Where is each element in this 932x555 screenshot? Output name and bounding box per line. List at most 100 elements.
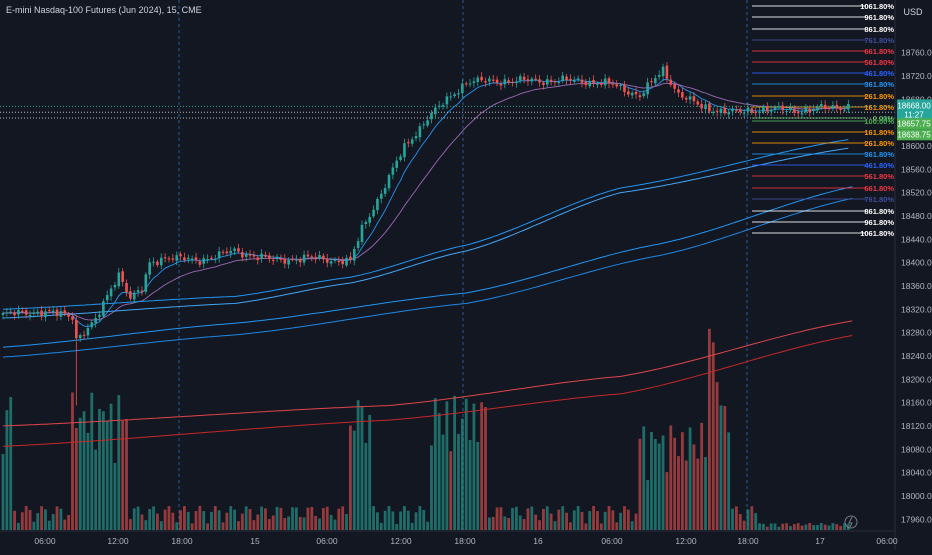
fib-level-label: 861.80% <box>864 25 894 34</box>
volume-bar <box>383 510 387 530</box>
time-tick-label: 06:00 <box>876 536 898 546</box>
volume-bar <box>673 437 677 530</box>
volume-bar <box>487 517 491 530</box>
fibonacci-extension[interactable]: 1061.80% 961.80% 861.80% 761.80% 661.80% 561.… <box>0 2 895 238</box>
volume-bar <box>472 403 476 530</box>
candle-body <box>51 310 55 312</box>
candle-body <box>349 256 352 260</box>
candle-body <box>480 76 483 81</box>
volume-bar <box>507 518 511 530</box>
candle-body <box>634 91 638 95</box>
fib-level-label: 461.80% <box>864 161 894 170</box>
fib-level-label: 0.00% <box>873 114 895 123</box>
volume-bar <box>843 523 846 530</box>
volume-bar <box>240 513 244 530</box>
volume-bar <box>522 519 526 530</box>
candle-body <box>233 248 236 252</box>
candle-body <box>688 96 692 100</box>
candle-body <box>252 254 256 257</box>
volume-bar <box>5 410 9 530</box>
volume-bar <box>418 506 422 530</box>
volume-bar <box>642 426 646 530</box>
volume-bar <box>379 522 383 530</box>
candle-body <box>387 175 391 189</box>
volume-bar <box>206 523 209 530</box>
candle-body <box>383 188 387 194</box>
volume-bar <box>78 417 82 530</box>
candle-body <box>785 111 788 113</box>
volume-bar <box>831 523 835 530</box>
volume-bar <box>144 520 148 530</box>
fib-level-label: 761.80% <box>864 195 894 204</box>
volume-bar <box>460 418 464 530</box>
volume-bar <box>735 506 738 530</box>
candle-body <box>781 105 785 111</box>
volume-bar <box>514 506 518 530</box>
volume-bar <box>619 512 622 530</box>
candle-body <box>418 126 422 138</box>
candle-body <box>82 334 86 336</box>
time-axis[interactable]: 06:00 12:00 18:00 15 06:00 12:00 18:00 16 06:00 1… <box>0 530 898 546</box>
volume-bar <box>132 508 136 530</box>
volume-bar <box>692 444 696 530</box>
volume-bar <box>395 523 399 530</box>
volume-bar <box>125 419 128 530</box>
candle-body <box>264 254 267 257</box>
candle-body <box>221 251 225 253</box>
candle-body <box>121 271 124 282</box>
price-tick-label: 17960.00 <box>901 514 932 524</box>
candle-body <box>314 257 317 260</box>
volume-bar <box>819 523 823 530</box>
volume-bar <box>588 511 592 530</box>
candle-body <box>210 258 213 260</box>
time-tick-label: 06:00 <box>316 536 338 546</box>
price-tick-label: 18200.00 <box>901 374 932 384</box>
candle-body <box>611 83 615 85</box>
volume-bar <box>98 408 101 530</box>
volume-bar <box>17 522 20 530</box>
level-label: 18657.75 <box>897 119 931 128</box>
fib-level-label: 361.80% <box>864 80 894 89</box>
current-price-tag <box>897 99 932 122</box>
candle-body <box>283 258 287 264</box>
fib-level-label: 261.80% <box>864 139 894 148</box>
candle-body <box>244 253 248 257</box>
candle-body <box>13 312 16 316</box>
candle-body <box>800 113 804 115</box>
candle-body <box>468 83 472 85</box>
volume-bar <box>20 512 24 530</box>
candle-body <box>708 103 711 112</box>
volume-bar <box>28 509 32 530</box>
volume-bar <box>688 427 692 530</box>
candle-body <box>403 143 406 158</box>
volume-bar <box>171 512 175 530</box>
volume-bar <box>302 517 306 530</box>
volume-bar <box>194 511 198 530</box>
volume-bar <box>599 523 603 530</box>
candle-body <box>750 108 754 113</box>
candle-body <box>491 79 495 81</box>
volume-bar <box>264 508 267 530</box>
candle-body <box>499 83 503 86</box>
candle-body <box>75 319 78 339</box>
candle-body <box>410 139 414 144</box>
candle-body <box>241 251 244 258</box>
volume-bar <box>414 512 418 530</box>
price-tick-label: 18240.00 <box>901 351 932 361</box>
volume-bar <box>696 458 700 530</box>
candle-body <box>580 79 584 83</box>
volume-bar <box>596 511 599 530</box>
volume-bar <box>630 521 634 530</box>
candle-body <box>94 317 97 324</box>
price-tick-label: 18040.00 <box>901 468 932 478</box>
fib-level-label: 261.80% <box>864 92 894 101</box>
volume-bar <box>804 524 808 530</box>
candle-body <box>117 272 121 287</box>
volume-bar <box>167 506 171 530</box>
price-tick-label: 18720.00 <box>901 71 932 81</box>
time-tick-label: 12:00 <box>675 536 697 546</box>
volume-bar <box>202 511 206 530</box>
time-tick-label: 06:00 <box>34 536 56 546</box>
